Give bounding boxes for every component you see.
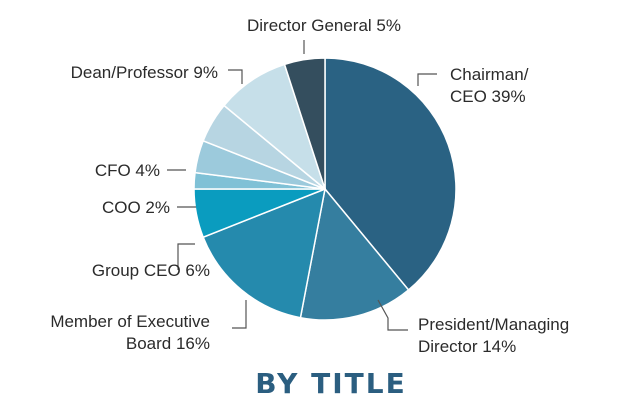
slice-label-1: President/Managing Director 14% (418, 315, 569, 356)
pie-slice-7 (283, 57, 326, 190)
slice-label-line: Director 14% (418, 337, 516, 356)
pie-slice-1 (299, 187, 410, 321)
slice-label-6: Dean/Professor 9% (71, 63, 218, 82)
slice-labels: Chairman/CEO 39% President/Managing Direct… (50, 16, 569, 356)
pie-slice-2 (202, 187, 326, 319)
slice-label-line: Group CEO 6% (92, 261, 210, 280)
slice-label-line: Member of Executive (50, 312, 210, 331)
slice-label-line: Chairman/ (450, 65, 529, 84)
slice-label-line: Director General 5% (247, 16, 401, 35)
slice-label-7: Director General 5% (247, 16, 401, 35)
slice-label-3: Group CEO 6% (92, 261, 210, 280)
slice-label-line: Dean/Professor 9% (71, 63, 218, 82)
slice-label-line: President/Managing (418, 315, 569, 334)
slice-label-4: COO 2% (102, 198, 170, 217)
slice-label-2: Member of Executive Board 16% (50, 312, 210, 353)
leader-line-1 (377, 299, 408, 331)
slice-label-line: COO 2% (102, 198, 170, 217)
chart-title: BY TITLE (255, 367, 406, 400)
leader-lines (167, 40, 437, 331)
slice-label-line: CEO 39% (450, 87, 526, 106)
slice-label-line: CFO 4% (95, 161, 160, 180)
leader-line-0 (417, 73, 437, 86)
slice-label-5: CFO 4% (95, 161, 160, 180)
leader-line-6 (228, 69, 243, 84)
leader-line-3 (177, 243, 195, 270)
slice-label-line: Board 16% (126, 334, 210, 353)
pie-slice-0 (324, 57, 457, 291)
pie-slices (193, 57, 457, 321)
leader-line-2 (232, 300, 247, 329)
slice-label-0: Chairman/CEO 39% (450, 65, 529, 106)
